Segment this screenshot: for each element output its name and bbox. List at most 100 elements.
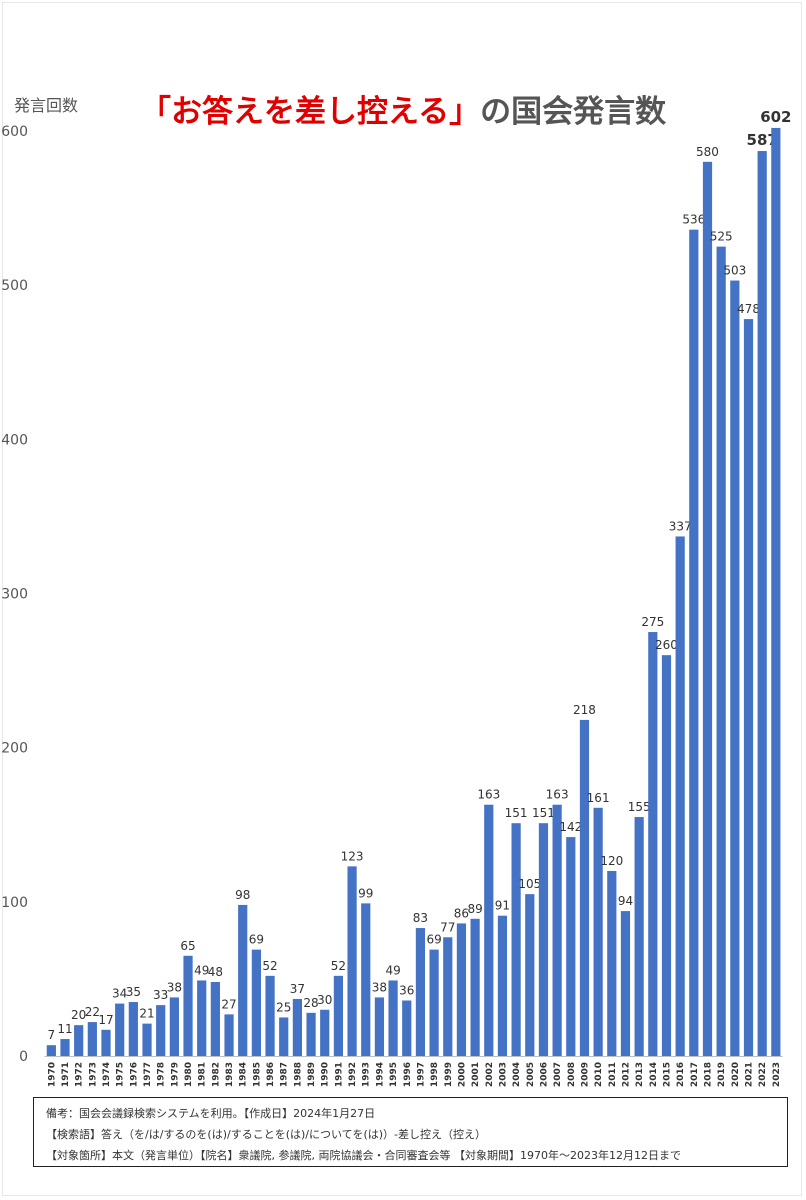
x-tick-label: 1994 xyxy=(375,1062,385,1087)
bar xyxy=(238,904,248,1056)
x-tick-label: 1998 xyxy=(430,1062,440,1087)
bar xyxy=(306,1012,316,1056)
data-label: 89 xyxy=(467,902,482,916)
bar xyxy=(552,804,562,1056)
chart-title: 「お答えを差し控える」の国会発言数 xyxy=(140,86,666,131)
data-label: 337 xyxy=(669,519,692,533)
x-tick-label: 1970 xyxy=(47,1062,57,1087)
x-tick-label: 1984 xyxy=(239,1062,249,1087)
x-tick-label: 1989 xyxy=(307,1062,317,1087)
y-tick-label: 600 xyxy=(1,124,28,140)
x-tick-label: 1993 xyxy=(362,1062,372,1087)
bar xyxy=(443,937,453,1056)
bar xyxy=(415,928,426,1056)
data-label: 52 xyxy=(331,959,346,973)
x-tick-label: 1978 xyxy=(157,1062,167,1087)
x-tick-label: 1985 xyxy=(252,1062,262,1087)
x-tick-label: 1974 xyxy=(102,1062,112,1087)
x-tick-label: 2021 xyxy=(745,1062,755,1087)
y-tick-label: 0 xyxy=(19,1049,28,1065)
bar xyxy=(716,246,726,1056)
bar xyxy=(607,871,617,1056)
bar xyxy=(456,923,467,1056)
x-tick-label: 1976 xyxy=(129,1062,139,1087)
x-tick-label: 1981 xyxy=(198,1062,208,1087)
data-label: 161 xyxy=(587,791,610,805)
x-tick-label: 1973 xyxy=(88,1062,98,1087)
bar xyxy=(169,997,179,1056)
bar xyxy=(743,319,754,1056)
x-tick-label: 1987 xyxy=(280,1062,290,1087)
data-label: 503 xyxy=(723,264,746,278)
data-label: 49 xyxy=(385,963,400,977)
data-label: 7 xyxy=(48,1028,56,1042)
bar xyxy=(156,1005,166,1056)
data-label: 86 xyxy=(454,906,469,920)
x-tick-label: 2004 xyxy=(512,1062,522,1087)
bar xyxy=(183,955,193,1056)
bar xyxy=(361,903,371,1056)
x-tick-label: 2007 xyxy=(553,1062,563,1087)
bar xyxy=(115,1003,125,1056)
data-label: 30 xyxy=(317,993,332,1007)
bar xyxy=(374,997,385,1056)
bar xyxy=(470,918,480,1056)
notes-line-2: 【検索語】答え（を/は/するのを(は)/することを(は)/についてを(は)）-差… xyxy=(46,1128,486,1141)
data-label: 151 xyxy=(532,806,555,820)
data-label: 48 xyxy=(208,965,223,979)
bar xyxy=(265,975,275,1056)
bar xyxy=(320,1009,330,1056)
data-label: 94 xyxy=(618,894,633,908)
x-tick-label: 2000 xyxy=(457,1062,467,1087)
x-tick-label: 2018 xyxy=(703,1062,713,1087)
bar xyxy=(388,980,398,1056)
notes-line-3: 【対象箇所】本文（発言単位）【院名】衆議院, 参議院, 両院協議会・合同審査会等… xyxy=(46,1149,681,1162)
bar xyxy=(511,823,521,1056)
x-tick-label: 2015 xyxy=(662,1062,672,1087)
bar xyxy=(771,127,781,1056)
y-tick-label: 400 xyxy=(1,432,28,448)
x-tick-label: 1991 xyxy=(334,1062,344,1087)
bar xyxy=(689,229,699,1056)
x-tick-label: 1977 xyxy=(143,1062,153,1087)
data-label: 36 xyxy=(399,984,414,998)
bar xyxy=(579,719,590,1056)
bar xyxy=(525,894,535,1056)
x-tick-label: 2013 xyxy=(635,1062,645,1087)
x-tick-label: 2017 xyxy=(690,1062,700,1087)
x-tick-label: 1986 xyxy=(266,1062,276,1087)
data-label: 34 xyxy=(112,987,127,1001)
bar xyxy=(566,837,576,1056)
data-label: 151 xyxy=(505,806,528,820)
x-tick-label: 2009 xyxy=(580,1062,590,1087)
bar xyxy=(620,911,631,1056)
x-tick-label: 1982 xyxy=(211,1062,221,1087)
data-label: 142 xyxy=(559,820,582,834)
bar xyxy=(675,536,685,1056)
data-label: 536 xyxy=(682,213,705,227)
data-label: 37 xyxy=(290,982,305,996)
title-highlight: 「お答えを差し控える」 xyxy=(140,94,481,130)
data-label: 587 xyxy=(747,131,778,149)
x-tick-label: 2020 xyxy=(731,1062,741,1087)
x-tick-label: 2003 xyxy=(498,1062,508,1087)
x-tick-label: 1983 xyxy=(225,1062,235,1087)
data-label: 11 xyxy=(57,1022,72,1036)
data-label: 260 xyxy=(655,638,678,652)
x-tick-label: 2001 xyxy=(471,1062,481,1087)
bar xyxy=(347,866,357,1056)
notes-line-1: 備考：国会会議録検索システムを利用。【作成日】2024年1月27日 xyxy=(46,1107,376,1120)
data-label: 120 xyxy=(600,854,623,868)
bar-chart: 0 100 200 300 400 500 600 7 1970 11 1971 20 1972 22 19… xyxy=(1,108,791,1087)
bar xyxy=(279,1017,289,1056)
title-main: の国会発言数 xyxy=(480,94,667,130)
bar xyxy=(128,1002,138,1056)
data-label: 28 xyxy=(303,996,318,1010)
data-label: 20 xyxy=(71,1008,86,1022)
data-label: 91 xyxy=(495,899,510,913)
data-label: 163 xyxy=(546,788,569,802)
x-tick-label: 2022 xyxy=(758,1062,768,1087)
data-label: 49 xyxy=(194,963,209,977)
x-tick-label: 2014 xyxy=(649,1062,659,1087)
